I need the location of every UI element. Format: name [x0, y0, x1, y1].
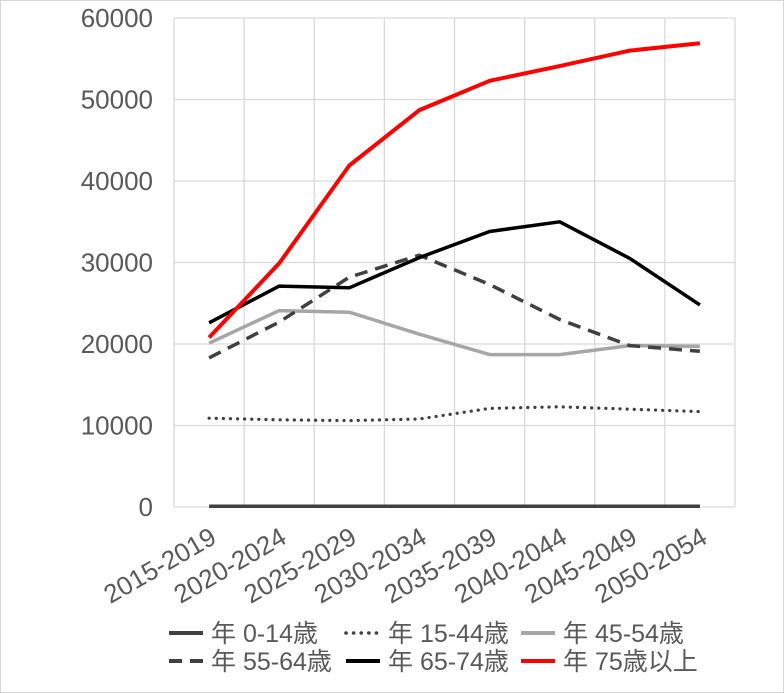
y-axis-tick-label: 10000 [81, 411, 153, 441]
legend-item-age-45-54: 年 45-54歳 [521, 620, 684, 648]
legend-label-age-0-14: 年 0-14歳 [211, 620, 318, 648]
legend-label-age-15-44: 年 15-44歳 [388, 620, 509, 648]
legend-item-age-0-14: 年 0-14歳 [169, 620, 318, 648]
series-line-age-65-74 [208, 220, 701, 325]
legend-item-age-75-plus: 年 75歳以上 [521, 648, 698, 676]
series-line-age-55-64 [208, 253, 701, 360]
y-axis-tick-label: 0 [139, 492, 153, 522]
legend-label-age-55-64: 年 55-64歳 [211, 648, 332, 676]
series-line-age-75-plus [207, 41, 701, 339]
legend-label-age-65-74: 年 65-74歳 [388, 648, 509, 676]
y-axis-tick-label: 20000 [81, 329, 153, 359]
legend-label-age-45-54: 年 45-54歳 [563, 620, 684, 648]
series-line-age-45-54 [208, 308, 700, 357]
legend-item-age-15-44: 年 15-44歳 [344, 620, 509, 648]
y-axis-tick-label: 60000 [81, 3, 153, 33]
legend-label-age-75-plus: 年 75歳以上 [563, 648, 698, 676]
y-axis-tick-label: 40000 [81, 166, 153, 196]
legend-item-age-55-64: 年 55-64歳 [169, 648, 332, 676]
y-axis-tick-label: 30000 [81, 248, 153, 278]
y-axis-tick-label: 50000 [81, 85, 153, 115]
legend-item-age-65-74: 年 65-74歳 [346, 648, 509, 676]
